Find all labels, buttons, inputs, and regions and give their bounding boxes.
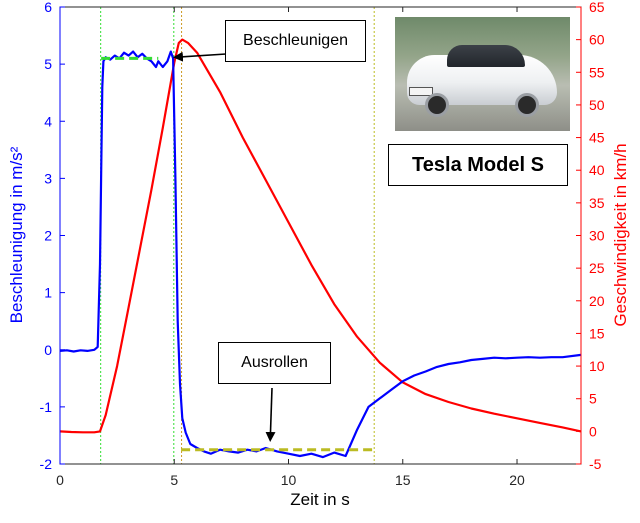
y-tick-label-right: 5 — [589, 391, 597, 407]
x-tick-label: 15 — [395, 472, 411, 488]
front-wheel-shape — [425, 93, 449, 117]
y-tick-label-left: 1 — [44, 285, 52, 301]
y-tick-label-right: 25 — [589, 260, 605, 276]
annotation-arrow — [265, 387, 276, 443]
annotation-arrows — [172, 51, 276, 443]
y-axis-label-right: Geschwindigkeit in km/h — [611, 143, 630, 326]
y-tick-label-left: 3 — [44, 170, 52, 186]
speed-line — [59, 38, 582, 434]
y-tick-label-right: 0 — [589, 423, 597, 439]
y-tick-label-right: 35 — [589, 195, 605, 211]
x-tick-label: 20 — [509, 472, 525, 488]
y-tick-label-right: 60 — [589, 32, 605, 48]
y-tick-label-right: 45 — [589, 130, 605, 146]
model-label: Tesla Model S — [388, 144, 568, 186]
car-window-shape — [447, 45, 525, 67]
y-tick-label-left: 0 — [44, 342, 52, 358]
license-plate-shape — [409, 87, 433, 96]
y-tick-label-left: 6 — [44, 0, 52, 15]
car-photo — [395, 17, 570, 131]
y-tick-label-right: -5 — [589, 456, 602, 472]
annotation-ausrollen: Ausrollen — [218, 342, 331, 384]
y-tick-label-left: 2 — [44, 228, 52, 244]
y-axis-label-left: Beschleunigung in m/s² — [7, 146, 26, 323]
y-tick-label-right: 40 — [589, 162, 605, 178]
rear-wheel-shape — [515, 93, 539, 117]
y-tick-label-left: 4 — [44, 113, 52, 129]
x-axis-label: Zeit in s — [290, 490, 350, 509]
y-tick-label-right: 65 — [589, 0, 605, 15]
y-tick-label-right: 50 — [589, 97, 605, 113]
mean-lines — [101, 56, 376, 452]
y-tick-label-right: 15 — [589, 325, 605, 341]
y-tick-label-left: 5 — [44, 56, 52, 72]
annotation-arrow — [172, 51, 227, 62]
y-tick-label-right: 55 — [589, 64, 605, 80]
y-tick-label-right: 20 — [589, 293, 605, 309]
axes-layer: 0 5 10 15 20-2-10123456-50510152025303540455… — [40, 0, 605, 488]
y-tick-label-left: -2 — [40, 456, 53, 472]
y-tick-label-left: -1 — [40, 399, 53, 415]
x-tick-label: 0 — [56, 472, 64, 488]
annotation-beschleunigen: Beschleunigen — [225, 20, 366, 62]
y-tick-label-right: 10 — [589, 358, 605, 374]
y-tick-label-right: 30 — [589, 228, 605, 244]
x-tick-label: 5 — [170, 472, 178, 488]
x-tick-label: 10 — [281, 472, 297, 488]
